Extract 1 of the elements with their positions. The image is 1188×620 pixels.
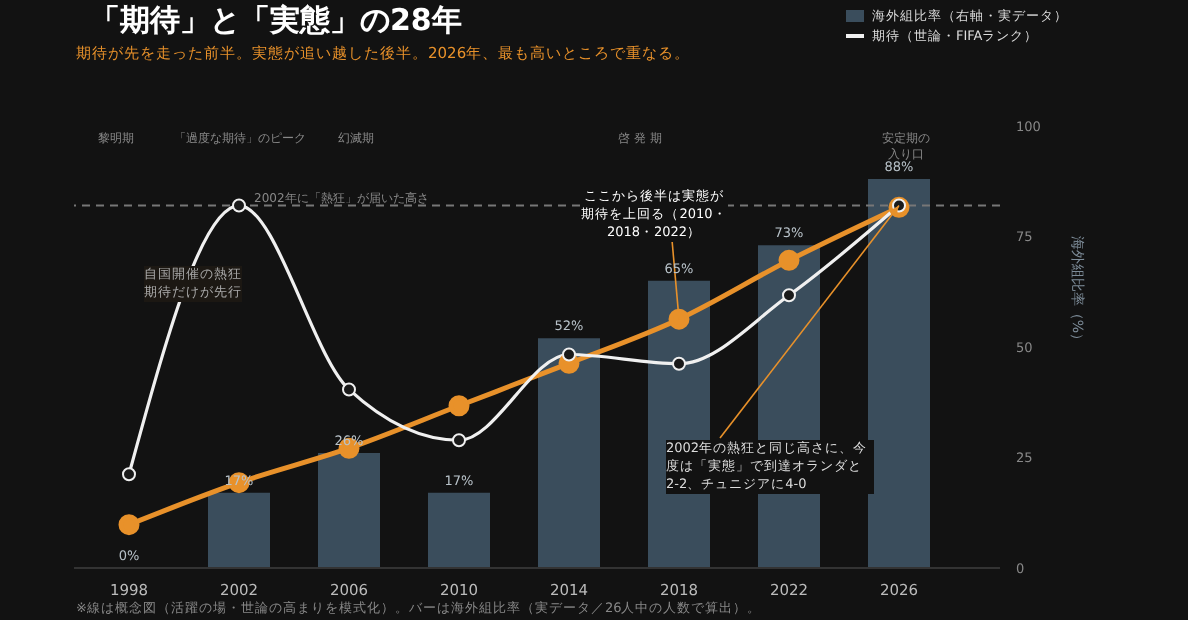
chart-title: 「期待」と「実態」の28年 [90, 2, 462, 40]
